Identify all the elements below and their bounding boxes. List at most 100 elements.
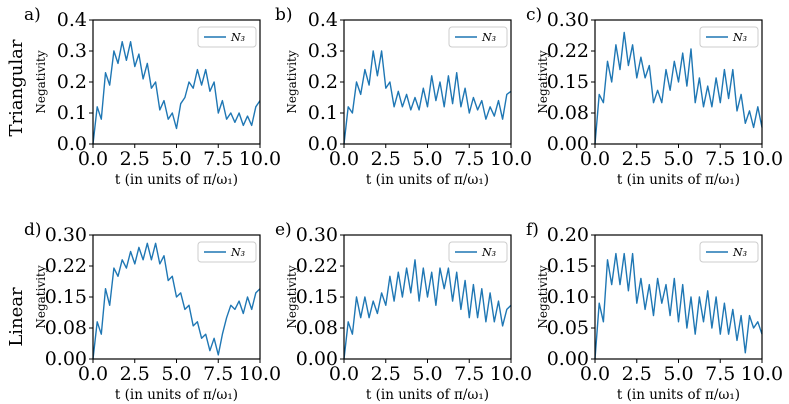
y-tick-label: 0.10	[547, 286, 589, 308]
y-tick-label: 0.00	[547, 133, 589, 155]
y-axis-label: Negativity	[34, 50, 48, 114]
row-label-triangular: Triangular	[6, 39, 27, 136]
x-tick-label: 10.0	[490, 363, 532, 385]
y-tick-label: 0.08	[45, 317, 87, 339]
x-tick-label: 5.0	[412, 148, 442, 170]
y-tick-label: 0.30	[45, 224, 87, 246]
y-tick-label: 0.00	[547, 348, 589, 370]
panel-c: 0.0 2.5 5.0 7.5 10.0 0.00 0.08 0.15 0.22 0.30 t (i…	[526, 5, 783, 188]
x-tick-label: 0.0	[329, 363, 359, 385]
legend-label: N₃	[732, 246, 747, 259]
x-tick-label: 10.0	[239, 363, 281, 385]
panel-label: d)	[24, 220, 42, 240]
y-axis-label: Negativity	[285, 265, 299, 329]
x-axis-label: t (in units of π/ω₁)	[366, 172, 489, 188]
x-tick-label: 7.5	[705, 363, 735, 385]
legend-box	[699, 26, 759, 48]
panel-b: 0.0 2.5 5.0 7.5 10.0 0.0 0.1 0.2 0.3 0.4 t (in uni…	[275, 5, 532, 188]
x-axis-label: t (in units of π/ω₁)	[617, 387, 740, 403]
x-tick-label: 5.0	[663, 148, 693, 170]
x-tick-label: 7.5	[203, 363, 233, 385]
series-line-n3	[92, 41, 261, 145]
legend-box	[448, 241, 508, 263]
x-tick-label: 2.5	[120, 363, 150, 385]
x-tick-label: 5.0	[663, 363, 693, 385]
y-tick-label: 0.08	[547, 102, 589, 124]
legend-label: N₃	[481, 246, 496, 259]
x-tick-label: 0.0	[580, 148, 610, 170]
y-axis-label: Negativity	[536, 265, 550, 329]
series-line-n3	[343, 50, 512, 145]
panel-label: c)	[526, 5, 542, 25]
panel-label: b)	[275, 5, 293, 25]
panel-f: 0.0 2.5 5.0 7.5 10.0 0.00 0.05 0.10 0.15 0.20 t (i…	[526, 220, 783, 403]
y-tick-label: 0.20	[547, 224, 589, 246]
y-tick-label: 0.00	[45, 348, 87, 370]
y-tick-label: 0.05	[547, 317, 589, 339]
y-tick-label: 0.0	[57, 133, 87, 155]
x-tick-label: 0.0	[329, 148, 359, 170]
x-tick-label: 0.0	[78, 148, 108, 170]
y-tick-label: 0.22	[547, 40, 589, 62]
legend-box	[197, 26, 257, 48]
y-tick-label: 0.00	[296, 348, 338, 370]
x-tick-label: 2.5	[622, 148, 652, 170]
panel-a: 0.0 2.5 5.0 7.5 10.0 0.0 0.1 0.2 0.3 0.4 t (in uni…	[24, 5, 281, 188]
x-tick-label: 10.0	[741, 363, 783, 385]
panel-d: 0.0 2.5 5.0 7.5 10.0 0.00 0.08 0.15 0.22 0.30 t (i…	[24, 220, 281, 403]
y-tick-label: 0.1	[57, 102, 87, 124]
legend-label: N₃	[230, 246, 245, 259]
y-tick-label: 0.08	[296, 317, 338, 339]
y-tick-label: 0.15	[296, 286, 338, 308]
y-tick-label: 0.30	[547, 9, 589, 31]
y-tick-label: 0.1	[308, 102, 338, 124]
series-line-n3	[594, 252, 763, 360]
y-tick-label: 0.2	[308, 71, 338, 93]
x-tick-label: 7.5	[454, 148, 484, 170]
y-axis-label: Negativity	[536, 50, 550, 114]
x-axis-label: t (in units of π/ω₁)	[617, 172, 740, 188]
x-tick-label: 2.5	[371, 363, 401, 385]
x-tick-label: 5.0	[161, 148, 191, 170]
x-tick-label: 7.5	[454, 363, 484, 385]
series-line-n3	[594, 31, 763, 145]
row-label-linear: Linear	[6, 287, 27, 347]
y-tick-label: 0.3	[308, 40, 338, 62]
series-line-n3	[92, 242, 261, 360]
legend-label: N₃	[230, 31, 245, 44]
x-axis-label: t (in units of π/ω₁)	[366, 387, 489, 403]
x-tick-label: 2.5	[622, 363, 652, 385]
legend-box	[197, 241, 257, 263]
x-tick-label: 10.0	[239, 148, 281, 170]
y-tick-label: 0.3	[57, 40, 87, 62]
y-tick-label: 0.4	[308, 9, 338, 31]
x-tick-label: 0.0	[78, 363, 108, 385]
legend-label: N₃	[481, 31, 496, 44]
y-tick-label: 0.30	[296, 224, 338, 246]
series-line-n3	[343, 259, 512, 360]
x-tick-label: 10.0	[490, 148, 532, 170]
y-tick-label: 0.22	[296, 255, 338, 277]
x-tick-label: 5.0	[412, 363, 442, 385]
x-tick-label: 0.0	[580, 363, 610, 385]
y-tick-label: 0.2	[57, 71, 87, 93]
x-tick-label: 2.5	[120, 148, 150, 170]
panel-label: e)	[275, 220, 292, 240]
y-tick-label: 0.0	[308, 133, 338, 155]
panel-e: 0.0 2.5 5.0 7.5 10.0 0.00 0.08 0.15 0.22 0.30 t (i…	[275, 220, 532, 403]
x-tick-label: 7.5	[203, 148, 233, 170]
y-tick-label: 0.15	[45, 286, 87, 308]
y-axis-label: Negativity	[285, 50, 299, 114]
panel-label: f)	[526, 220, 539, 240]
y-tick-label: 0.15	[547, 71, 589, 93]
y-tick-label: 0.4	[57, 9, 87, 31]
legend-box	[699, 241, 759, 263]
panel-label: a)	[24, 5, 41, 25]
legend-label: N₃	[732, 31, 747, 44]
y-axis-label: Negativity	[34, 265, 48, 329]
y-tick-label: 0.15	[547, 255, 589, 277]
y-tick-label: 0.22	[45, 255, 87, 277]
x-tick-label: 2.5	[371, 148, 401, 170]
x-tick-label: 5.0	[161, 363, 191, 385]
